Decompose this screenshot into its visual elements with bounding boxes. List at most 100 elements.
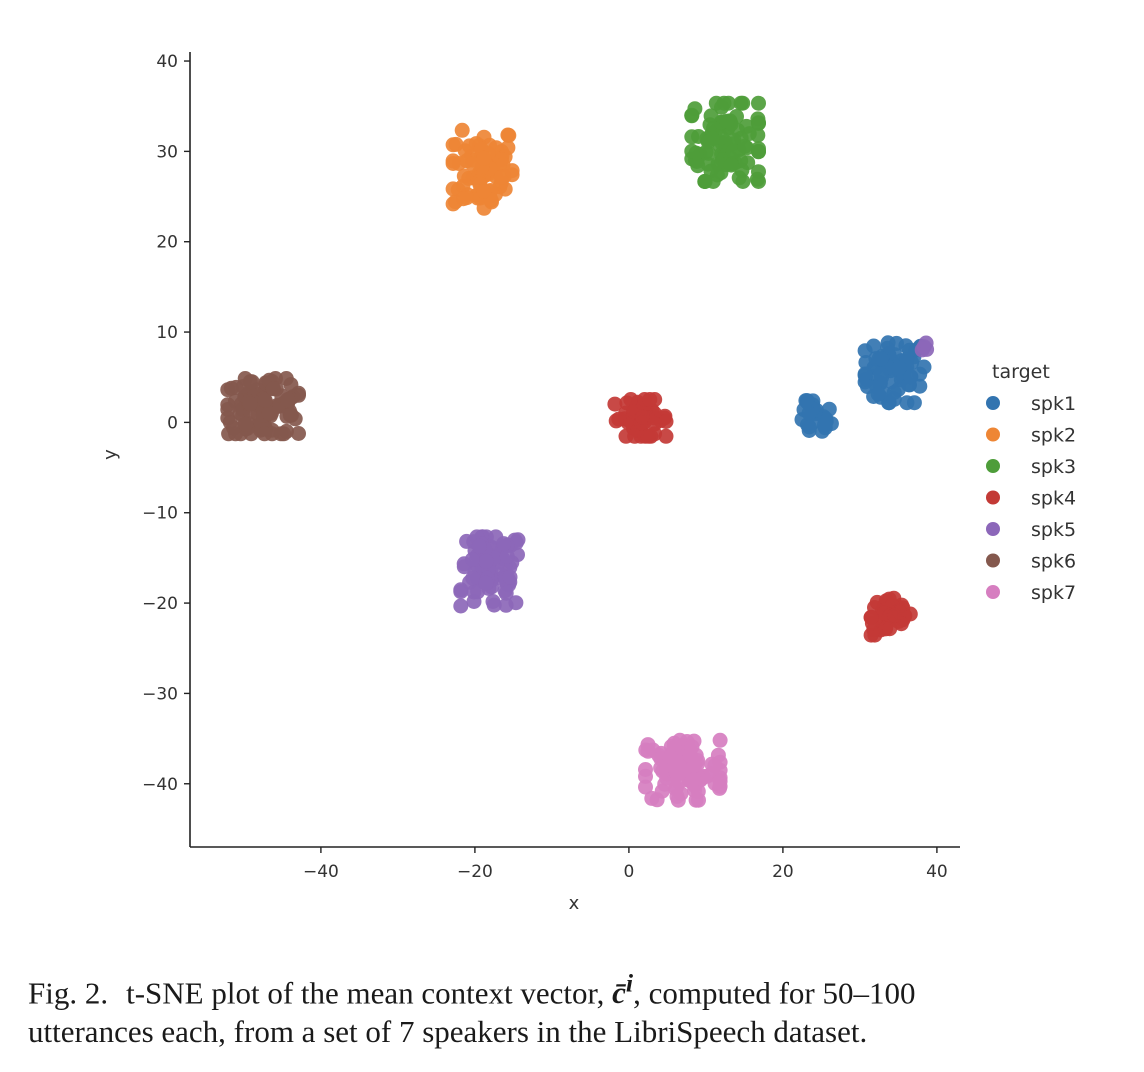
y-tick-label: −10 [142, 504, 178, 524]
x-tick-label: −20 [457, 862, 493, 882]
point-spk1 [889, 335, 904, 351]
point-spk3 [750, 127, 766, 143]
point-spk3 [751, 95, 766, 111]
point-spk3 [700, 156, 716, 172]
point-spk6 [257, 392, 273, 408]
figure-caption: Fig. 2. t-SNE plot of the mean context ve… [28, 968, 1144, 1052]
point-spk7 [657, 776, 673, 792]
point-spk4 [634, 409, 650, 425]
legend-label-spk4: spk4 [1031, 488, 1076, 510]
point-spk1 [857, 343, 873, 359]
point-spk3 [684, 129, 700, 145]
point-spk3 [684, 143, 700, 159]
axes-layer: 40 30 20 10 0 −10 −20 −30 −40 −40 −20 0 20 40 x y [100, 52, 960, 914]
point-spk3 [700, 134, 716, 150]
legend-label-spk7: spk7 [1031, 582, 1076, 604]
point-spk4 [887, 607, 902, 623]
point-spk3 [723, 157, 739, 173]
point-spk1 [902, 342, 917, 358]
point-spk4 [608, 413, 624, 429]
point-spk7 [669, 788, 685, 804]
point-spk6 [280, 392, 296, 408]
y-tick-label: −30 [142, 684, 178, 704]
y-tick-label: 40 [156, 52, 178, 72]
point-spk5 [471, 538, 487, 554]
point-spk2 [445, 153, 461, 169]
point-spk7 [691, 792, 706, 808]
point-spk1 [899, 395, 915, 411]
point-spk2 [456, 168, 472, 184]
point-spk6 [244, 374, 260, 390]
point-spk5 [498, 585, 514, 601]
point-spk4 [658, 428, 674, 444]
point-spk1 [873, 351, 889, 367]
point-spk6 [273, 426, 289, 442]
point-spk2 [465, 156, 481, 172]
point-spk4 [658, 414, 674, 429]
legend: target spk1 spk2 spk3 spk4 spk5 spk6 spk7 [986, 361, 1076, 604]
x-axis-label: x [569, 893, 580, 914]
point-spk1 [903, 369, 919, 385]
point-spk2 [462, 138, 477, 154]
point-spk2 [476, 150, 492, 166]
point-spk2 [454, 122, 470, 138]
point-spk6 [242, 396, 258, 412]
point-spk3 [751, 141, 766, 157]
point-spk5 [478, 575, 494, 591]
caption-text-rest: , computed for 50–100 [633, 975, 916, 1011]
caption-text: t-SNE plot of the mean context vector, [126, 975, 605, 1011]
point-spk1 [857, 367, 873, 383]
point-spk3 [751, 115, 766, 131]
legend-label-spk6: spk6 [1031, 551, 1076, 573]
point-spk3 [735, 95, 751, 111]
legend-label-spk5: spk5 [1031, 519, 1076, 541]
legend-marker-spk4 [986, 490, 1000, 505]
point-spk1 [801, 423, 817, 438]
point-spk2 [500, 127, 516, 143]
point-spk5 [486, 597, 502, 613]
point-spk4 [618, 428, 634, 444]
point-spk1 [817, 417, 832, 433]
point-spk5 [499, 548, 515, 564]
point-spk1 [886, 391, 902, 407]
point-spk4 [882, 621, 898, 637]
point-spk4 [640, 428, 656, 444]
y-tick-label: −40 [142, 775, 178, 795]
point-spk5 [453, 584, 469, 600]
point-spk5 [918, 335, 934, 351]
point-spk3 [714, 99, 729, 115]
point-spk7 [638, 768, 653, 784]
point-spk5 [453, 598, 469, 614]
point-spk2 [493, 169, 509, 185]
legend-marker-spk1 [986, 396, 1000, 410]
point-spk2 [476, 183, 492, 199]
point-spk5 [464, 552, 480, 567]
point-spk6 [283, 407, 299, 423]
point-spk4 [642, 392, 658, 407]
legend-marker-spk5 [986, 522, 1000, 536]
point-spk5 [502, 569, 518, 585]
point-spk2 [445, 137, 461, 153]
point-spk7 [712, 732, 728, 748]
y-tick-label: 20 [156, 233, 178, 253]
point-spk3 [719, 113, 735, 129]
point-spk1 [801, 405, 817, 421]
point-spk4 [863, 610, 879, 625]
point-spk7 [638, 779, 653, 795]
legend-marker-spk6 [986, 553, 1000, 568]
point-spk2 [445, 181, 461, 197]
x-tick-label: 40 [926, 862, 948, 882]
point-spk1 [873, 366, 889, 382]
point-spk7 [671, 758, 687, 774]
caption-line-2: utterances each, from a set of 7 speaker… [28, 1014, 868, 1050]
y-tick-label: 30 [156, 142, 178, 162]
y-axis-label: y [100, 449, 121, 460]
point-spk2 [504, 163, 520, 179]
legend-marker-spk3 [986, 459, 1000, 473]
point-spk6 [257, 426, 272, 442]
caption-label: Fig. 2. [28, 975, 109, 1011]
legend-marker-spk7 [986, 585, 1000, 599]
y-tick-label: 10 [156, 323, 178, 343]
point-spk4 [607, 396, 623, 412]
point-spk3 [687, 101, 703, 117]
